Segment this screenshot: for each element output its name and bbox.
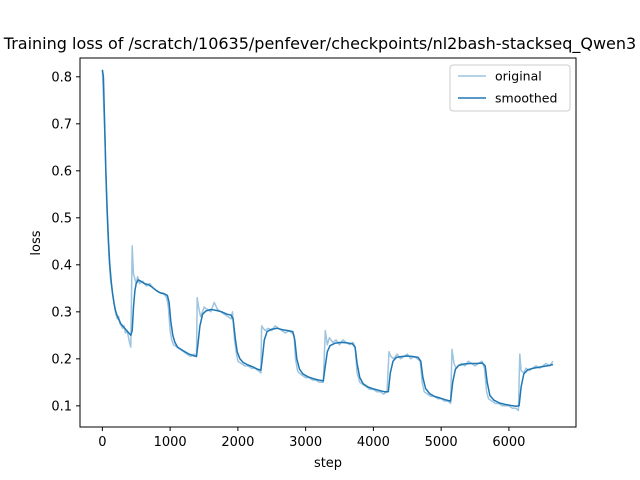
y-tick-label: 0.8 [51,70,72,85]
x-tick-label: 4000 [357,435,390,450]
y-tick-label: 0.6 [51,164,72,179]
y-tick-label: 0.3 [51,305,72,320]
axes-frame [79,57,577,428]
y-tick-label: 0.5 [51,211,72,226]
axes-border [79,57,577,428]
y-tick-label: 0.1 [51,399,72,414]
y-axis-ticks: 0.1 0.2 0.3 0.4 0.5 0.6 0.7 0.8 [51,70,80,414]
x-tick-label: 3000 [289,435,322,450]
y-axis-label: loss [29,230,44,255]
x-axis-label: step [314,456,342,471]
y-tick-label: 0.7 [51,117,72,132]
legend: original smoothed [449,64,571,112]
series-line-original [101,69,554,412]
y-tick-label: 0.4 [51,258,72,273]
series-line-smoothed [101,69,554,408]
legend-label-original: original [495,69,542,84]
x-tick-label: 0 [98,435,106,450]
plot-area [80,58,576,427]
series-layer [101,69,554,412]
x-axis-ticks: 0 1000 2000 3000 4000 5000 6000 [98,427,525,450]
chart-title: Training loss of /scratch/10635/penfever… [3,34,636,54]
y-tick-label: 0.2 [51,352,72,367]
x-tick-label: 6000 [492,435,525,450]
x-tick-label: 2000 [221,435,254,450]
x-tick-label: 1000 [154,435,187,450]
axes-background [80,58,576,427]
x-tick-label: 5000 [425,435,458,450]
legend-label-smoothed: smoothed [495,91,557,106]
